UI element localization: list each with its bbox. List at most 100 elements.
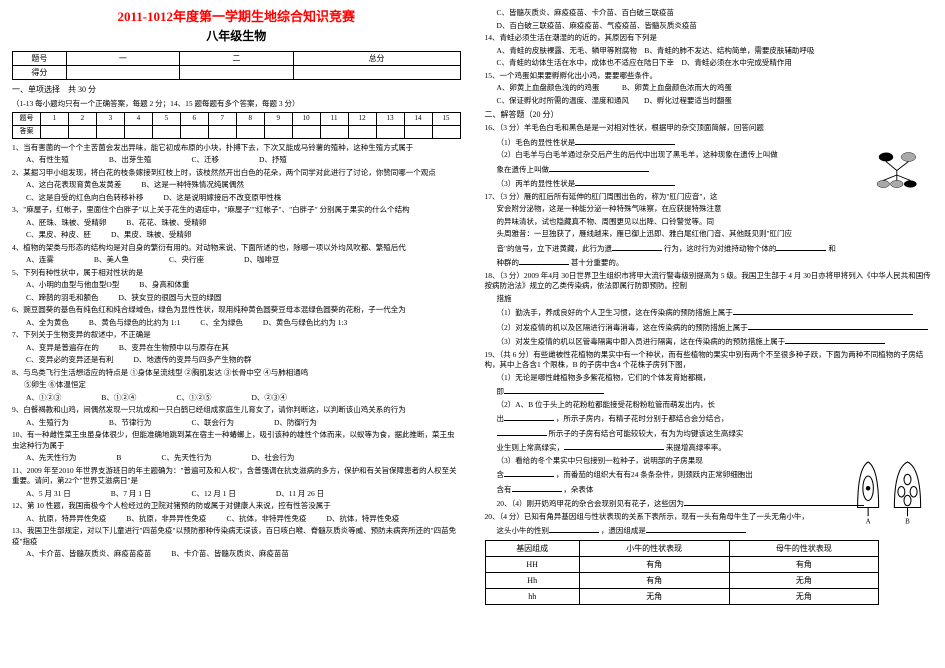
q3-opt-b: B、花花、珠被、受精卵 xyxy=(126,218,206,229)
ans-num: 2 xyxy=(68,113,96,126)
blank xyxy=(504,468,554,477)
ans-num: 3 xyxy=(96,113,124,126)
q2-opt-b: B、这是一种特殊情况纯属偶然 xyxy=(141,180,244,191)
q15-opt-c: C、保证孵化时所需的温度、湿度和通风 xyxy=(497,96,630,105)
q3-text: 3、"麻屋子，红帐子，里面住个白胖子"以上关于花生的语症中，"麻屋子""红帐子"… xyxy=(12,205,461,216)
ans-num: 11 xyxy=(320,113,348,126)
mouse-diagram xyxy=(872,148,927,193)
q9-opt-d: D、防御行为 xyxy=(274,418,317,429)
q2-opt-c: C、这是自受的红色向白色转移补移 xyxy=(26,193,144,204)
score-row-label: 得分 xyxy=(13,66,67,80)
q10-opt-c: C、先天性行为 xyxy=(161,453,211,464)
q4-opt-c: C、央行座 xyxy=(169,255,204,266)
q10-opt-a: A、先天性行为 xyxy=(26,453,76,464)
ans-cell xyxy=(348,125,376,138)
q11-opt-a: A、5 月 31 日 xyxy=(26,489,71,500)
q4-opt-d: D、咖啡豆 xyxy=(244,255,279,266)
q20-line1: 20、（4）刚开奶鸡甲花的杂合会现别见有花子，这些因为 xyxy=(497,499,685,508)
seed-label-b: B xyxy=(905,517,910,525)
blank xyxy=(785,335,885,344)
q17-line4c: 和 xyxy=(828,244,836,253)
q18-text: 18、（3 分）2009 年4月 30日世界卫生组织市将甲大流行警毒级别提高为 … xyxy=(485,271,934,292)
q4-opt-b: B、美人鱼 xyxy=(94,255,129,266)
q19-line2c: ，所示子房内，有精子花时分别于都结合会分结合， xyxy=(556,414,729,423)
q19-line1b: 即 xyxy=(497,387,505,396)
q19-line3d: 来提增高绿率率。 xyxy=(666,443,726,452)
exam-title-1: 2011-1012年度第一学期生地综合知识竞赛 xyxy=(12,8,461,26)
seed-diagram: A B xyxy=(850,455,930,525)
blank xyxy=(575,136,675,145)
q6-opt-a: A、全为黄色 xyxy=(26,318,69,329)
ans-num: 10 xyxy=(292,113,320,126)
q10-text: 10、有一种雌性菜王虫虽身体很少，但能准确地跳到某在宿主一种蝽螂上，吸引该种的雄… xyxy=(12,430,461,451)
ans-cell xyxy=(236,125,264,138)
q17-line5: 种群的 xyxy=(497,258,520,267)
blank xyxy=(549,524,599,533)
blank xyxy=(684,497,864,506)
q5-opt-c: C、蹄鹊的羽毛和额色 xyxy=(26,293,99,304)
q6-text: 6、豌豆圆葵的基色有纯色红和纯合绿域色，绿色为显性性状，现用纯种黄色圆葵豆母本混… xyxy=(12,305,461,316)
blank xyxy=(504,385,604,394)
score-header-2: 二 xyxy=(180,51,293,65)
q13-opt-b: B、卡介苗、皆髓灰质炎、麻疫苗苗 xyxy=(171,549,289,560)
q2-opt-d: D、这是说明嫁接后不改变原甲性株 xyxy=(164,193,282,204)
ans-num: 7 xyxy=(208,113,236,126)
q19-line1a: （1）无论是哪性雌植物多多紫花植物，它们的个体发育始都概， xyxy=(497,373,711,382)
q17-line4b: 行为，这时行为对维持动物个体的 xyxy=(664,244,777,253)
q18-line1: 措施 xyxy=(497,294,934,305)
q19-line5d: ，朵表体 xyxy=(563,485,593,494)
ans-num: 4 xyxy=(124,113,152,126)
q20-line3a: 这头小牛的性别 xyxy=(497,526,550,535)
q7-opt-a: A、变异是普遍存在的 xyxy=(26,343,99,354)
blank xyxy=(748,321,928,330)
q15-opt-a: A、卵黄上血盘颜色浅的的鸡蛋 xyxy=(497,83,600,92)
ans-cell xyxy=(292,125,320,138)
ans-cell xyxy=(68,125,96,138)
q9-opt-a: A、生殖行为 xyxy=(26,418,69,429)
ans-num: 15 xyxy=(432,113,460,126)
ans-cell xyxy=(152,125,180,138)
q6-opt-c: C、全为绿色 xyxy=(200,318,243,329)
q19-line2b: 出 xyxy=(497,414,505,423)
q15-opt-b: B、卵黄上血盘颜色浓而大的鸡蛋 xyxy=(622,83,732,92)
answer-table: 题号 1 2 3 4 5 6 7 8 9 10 11 12 13 14 15 答… xyxy=(12,112,461,139)
q14-opt-d: D、青蛙必须在水中完成受精作用 xyxy=(682,58,792,67)
q12-text: 12、第 10 性题，我国南极今个人检经过的卫院对猪预的防或属于对健康人来说，控… xyxy=(12,501,461,512)
ans-num: 5 xyxy=(152,113,180,126)
q8-opt-b: B、①②④ xyxy=(101,393,136,404)
blank xyxy=(776,242,826,251)
gen-r3b: 无角 xyxy=(579,589,729,605)
score-header-total: 总分 xyxy=(293,51,460,65)
q1-opt-a: A、有性生殖 xyxy=(26,155,69,166)
gen-h3: 母牛的性状表现 xyxy=(729,540,879,556)
score-header-num: 题号 xyxy=(13,51,67,65)
q18-line2a: （1）勤洗手，养成良好的个人卫生习惯，这在传染病的预防措施上属于 xyxy=(497,308,733,317)
answer-header: 题号 xyxy=(13,113,41,126)
q14-opt-c: C、青蛙的幼体生活在水中，成体也不适应在陆日下幸 xyxy=(497,58,675,67)
q5-text: 5、下列有种性状中，属于相对性状的是 xyxy=(12,268,461,279)
ans-num: 12 xyxy=(348,113,376,126)
seed-label-a: A xyxy=(866,517,871,525)
blank xyxy=(733,306,913,315)
q12-opt-b: B、抗原，非异异性免疫 xyxy=(126,514,206,525)
q7-text: 7、下列关于生物变异的叙述中，不正确是 xyxy=(12,330,461,341)
q10-opt-d: D、社会行为 xyxy=(251,453,294,464)
q16-text: 16、（3 分）羊毛色白毛和黑色是是一对相对性状，根据甲的杂交顶面简解，回答问题 xyxy=(485,123,934,134)
ans-num: 13 xyxy=(376,113,404,126)
q5-opt-b: B、身高和体重 xyxy=(139,280,189,291)
q19-line4a: （3）看给的冬个果实中只包接别一粒种子，说明部的子房果现 xyxy=(497,456,703,465)
gen-r3c: 无角 xyxy=(729,589,879,605)
q8-opt-d: D、②③④ xyxy=(251,393,286,404)
q10-opt-b: B xyxy=(116,453,121,464)
q2-text: 2、某掘习甲小组发现，将白花的枝条嫁接到红枝上时，该枝然然开出白色的花朵，两个同… xyxy=(12,168,461,179)
q8-opt-a: A、①②③ xyxy=(26,393,61,404)
q11-opt-c: C、12 月 1 日 xyxy=(191,489,235,500)
q19-line5c: 含有 xyxy=(497,485,512,494)
ans-num: 6 xyxy=(180,113,208,126)
gen-r2c: 无角 xyxy=(729,573,879,589)
score-cell-2 xyxy=(180,66,293,80)
gen-r1c: 有角 xyxy=(729,556,879,572)
section1-label: 一、单项选择 共 30 分 xyxy=(12,84,461,95)
ans-cell xyxy=(124,125,152,138)
q3-opt-d: D、果皮、珠被、受精卵 xyxy=(111,230,191,241)
